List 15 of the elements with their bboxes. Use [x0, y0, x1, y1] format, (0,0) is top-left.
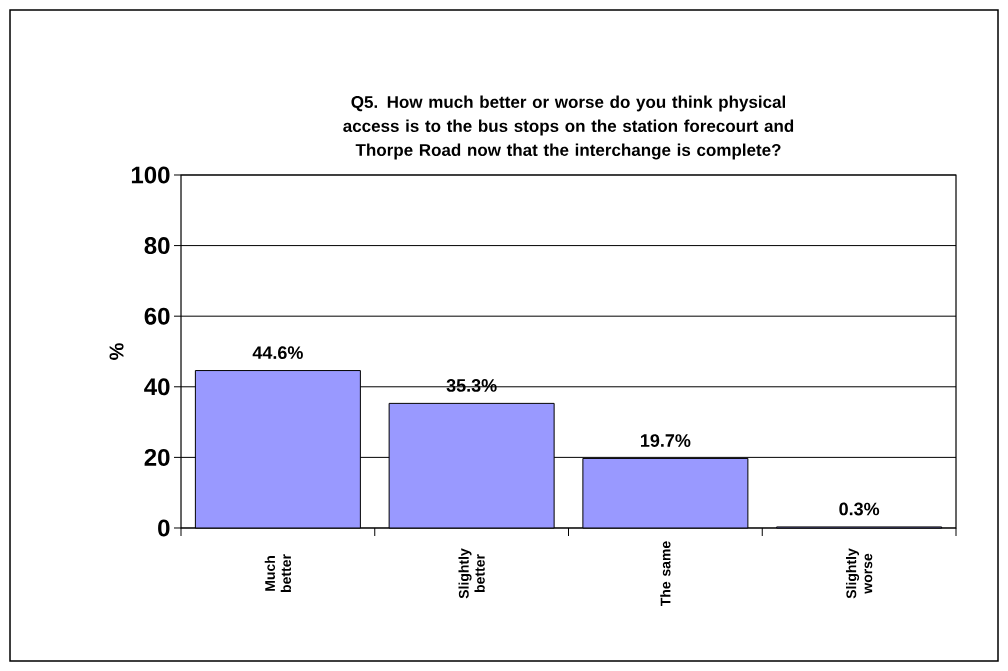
x-tick-label: The same: [660, 541, 671, 607]
y-tick-label: 40: [144, 378, 170, 396]
data-label: 19.7%: [640, 434, 691, 447]
y-tick-label: 80: [144, 237, 170, 255]
y-tick-label: 100: [131, 166, 170, 184]
x-tick-label: Slightly worse: [845, 548, 873, 599]
data-label: 44.6%: [252, 346, 303, 360]
y-tick-label: 60: [144, 307, 170, 325]
x-tick-label: Slightly better: [458, 548, 485, 599]
y-axis-title: %: [109, 343, 124, 360]
data-label: 0.3%: [839, 502, 880, 516]
y-tick-label: 0: [158, 519, 170, 537]
x-tick-label: Much better: [264, 554, 292, 593]
y-tick-label: 20: [144, 448, 170, 466]
chart-title: Q5. How much better or worse do you think physical access is to the bus stops on the station forecourt and Thorpe Road now that the interchange is complete?: [343, 95, 794, 160]
